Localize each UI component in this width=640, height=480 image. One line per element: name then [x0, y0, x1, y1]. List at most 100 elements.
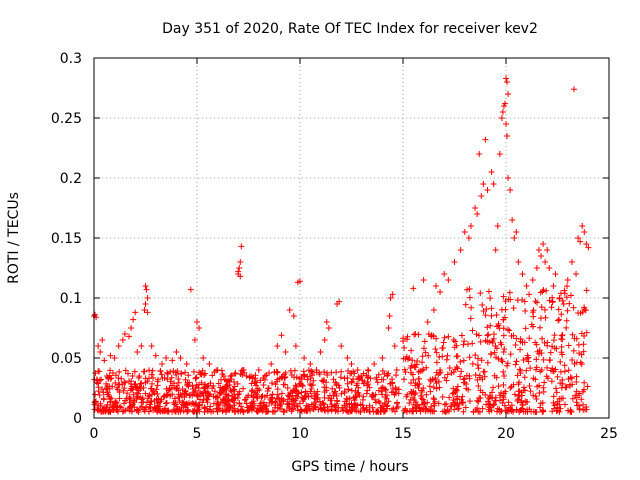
data-points — [91, 75, 592, 415]
data-point — [253, 393, 260, 400]
data-point — [284, 384, 291, 391]
data-point — [451, 406, 458, 413]
data-point — [164, 369, 171, 376]
data-point — [169, 391, 176, 398]
data-point — [290, 387, 297, 394]
data-point — [268, 380, 275, 387]
data-point — [549, 299, 556, 306]
data-point — [479, 376, 486, 383]
data-point — [297, 406, 304, 413]
data-point — [441, 334, 448, 341]
data-point — [495, 355, 502, 362]
data-point — [160, 393, 167, 400]
data-point — [171, 395, 178, 402]
data-point — [491, 372, 498, 379]
data-point — [526, 382, 533, 389]
data-point — [175, 394, 182, 401]
data-point — [544, 364, 551, 371]
data-point — [372, 399, 379, 406]
data-point — [561, 401, 568, 408]
data-point — [305, 403, 312, 410]
data-point — [467, 315, 474, 322]
data-point — [499, 109, 506, 115]
data-point — [498, 115, 505, 121]
data-point — [220, 387, 227, 394]
data-point — [338, 390, 345, 397]
data-point — [101, 357, 108, 364]
data-point — [520, 357, 527, 364]
data-point — [577, 359, 584, 366]
data-point — [349, 404, 356, 411]
data-point — [331, 390, 338, 397]
data-point — [487, 295, 494, 302]
data-point — [460, 376, 467, 383]
data-point — [526, 291, 533, 298]
data-point — [494, 405, 501, 412]
data-point — [573, 373, 580, 380]
data-point — [500, 394, 507, 401]
data-point — [311, 403, 318, 410]
data-point — [329, 385, 336, 392]
data-point — [206, 361, 213, 367]
data-point — [290, 405, 297, 412]
data-point — [187, 392, 194, 399]
data-point — [526, 335, 533, 342]
data-point — [569, 357, 576, 364]
data-point — [133, 407, 140, 414]
data-point — [278, 332, 285, 339]
data-point — [288, 372, 295, 379]
data-point — [225, 377, 232, 384]
data-point — [491, 349, 498, 356]
data-point — [240, 385, 247, 392]
data-point — [493, 408, 500, 415]
data-point — [345, 386, 352, 393]
data-point — [409, 371, 416, 378]
data-point — [424, 399, 431, 406]
data-point — [193, 374, 200, 381]
data-point — [227, 387, 234, 394]
data-point — [130, 397, 137, 404]
data-point — [126, 333, 133, 340]
data-point — [486, 401, 493, 408]
data-point — [519, 271, 526, 277]
data-point — [569, 331, 576, 338]
data-point — [316, 371, 323, 378]
data-point — [479, 302, 486, 309]
data-point — [533, 395, 540, 402]
data-point — [348, 361, 355, 367]
data-point — [509, 217, 516, 223]
data-point — [243, 373, 250, 379]
data-point — [274, 369, 281, 376]
data-point — [193, 382, 200, 389]
data-point — [454, 393, 461, 400]
data-point — [477, 290, 484, 297]
data-point — [460, 357, 467, 364]
data-point — [414, 358, 421, 365]
data-point — [121, 379, 128, 386]
data-point — [92, 399, 99, 406]
data-point — [524, 352, 531, 359]
data-point — [191, 391, 198, 398]
data-point — [119, 337, 126, 343]
data-point — [537, 404, 544, 411]
data-point — [546, 357, 553, 364]
data-point — [183, 361, 190, 367]
data-point — [99, 386, 106, 393]
data-point — [569, 381, 576, 388]
data-point — [513, 229, 520, 235]
data-point — [536, 350, 542, 357]
data-point — [321, 394, 328, 401]
data-point — [559, 395, 566, 402]
data-point — [410, 394, 417, 401]
data-point — [352, 402, 359, 409]
data-point — [432, 283, 439, 289]
data-point — [164, 376, 171, 383]
data-point — [530, 313, 537, 320]
data-point — [348, 387, 355, 394]
data-point — [291, 367, 298, 374]
data-point — [323, 379, 330, 386]
data-point — [453, 402, 460, 409]
data-point — [231, 391, 238, 398]
data-point — [144, 378, 151, 385]
